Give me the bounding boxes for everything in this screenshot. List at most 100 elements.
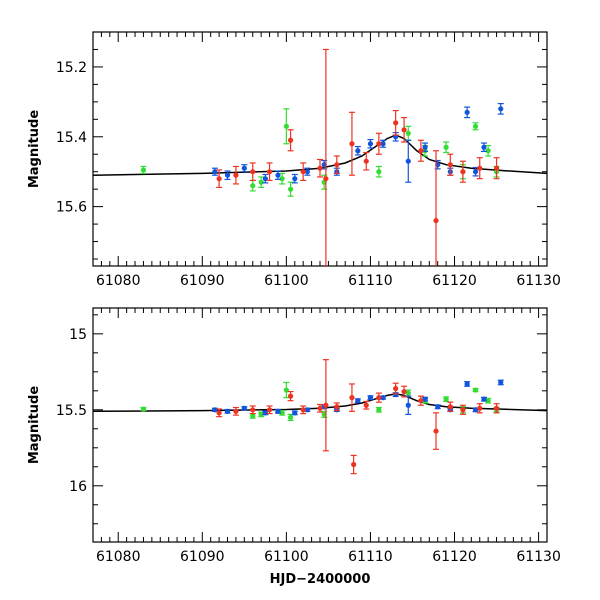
red-marker: [233, 172, 239, 178]
red-marker: [216, 410, 222, 416]
red-marker: [493, 165, 500, 171]
series-red: [216, 48, 500, 266]
red-data-point: [401, 385, 408, 398]
blue-marker: [481, 144, 487, 150]
blue-marker: [422, 144, 428, 150]
blue-data-point: [354, 398, 361, 404]
green-marker: [250, 183, 256, 189]
red-data-point: [350, 454, 357, 475]
green-data-point: [283, 108, 290, 145]
red-data-point: [459, 404, 466, 415]
blue-data-point: [380, 395, 387, 401]
blue-marker: [355, 398, 361, 404]
blue-marker: [275, 408, 281, 414]
green-marker: [140, 167, 147, 173]
green-marker: [376, 169, 382, 175]
red-data-point: [287, 390, 294, 402]
red-marker: [363, 158, 369, 164]
green-marker: [472, 387, 479, 393]
green-marker: [287, 186, 294, 192]
series-green: [140, 108, 500, 197]
green-data-point: [258, 176, 265, 189]
blue-data-point: [224, 170, 231, 180]
red-marker: [266, 407, 273, 413]
blue-marker: [241, 405, 247, 411]
red-marker: [447, 162, 453, 168]
green-marker: [443, 144, 449, 150]
blue-data-point: [274, 408, 281, 414]
green-data-point: [249, 179, 256, 192]
blue-marker: [212, 407, 218, 413]
green-marker: [287, 414, 294, 421]
green-data-point: [140, 165, 147, 175]
blue-data-point: [464, 106, 471, 119]
red-marker: [300, 169, 306, 175]
blue-marker: [367, 141, 374, 147]
green-marker: [485, 148, 491, 154]
blue-marker: [304, 169, 310, 175]
red-marker: [401, 388, 407, 395]
green-data-point: [279, 172, 286, 185]
x-tick-label: 61080: [96, 273, 141, 289]
blue-marker: [292, 410, 298, 416]
blue-marker: [241, 165, 247, 171]
red-data-point: [476, 157, 483, 180]
blue-marker: [422, 396, 428, 402]
green-data-point: [279, 409, 286, 416]
red-data-point: [322, 48, 329, 266]
blue-marker: [262, 410, 268, 416]
red-marker: [433, 217, 439, 224]
red-marker: [376, 141, 382, 147]
green-marker: [405, 390, 411, 396]
x-tick-label: 61110: [348, 273, 393, 289]
x-tick-label: 61120: [432, 273, 477, 289]
blue-marker: [464, 109, 470, 115]
blue-marker: [481, 396, 487, 402]
red-marker: [393, 385, 399, 392]
plot-frame: [92, 307, 548, 543]
blue-data-point: [480, 142, 487, 153]
red-data-point: [249, 405, 256, 415]
blue-data-point: [434, 404, 441, 410]
red-data-point: [375, 392, 382, 403]
blue-data-point: [354, 145, 361, 156]
green-marker: [250, 413, 256, 419]
red-data-point: [266, 405, 273, 415]
blue-data-point: [241, 164, 248, 173]
blue-marker: [435, 404, 441, 410]
y-tick-label: 15.5: [56, 403, 87, 419]
red-data-point: [392, 382, 399, 395]
red-marker: [401, 127, 407, 133]
series-blue: [211, 102, 504, 184]
red-data-point: [363, 151, 370, 171]
red-marker: [250, 407, 256, 413]
red-marker: [363, 402, 369, 408]
green-marker: [258, 411, 264, 417]
x-tick-label: 61090: [180, 549, 225, 565]
blue-data-point: [291, 410, 298, 416]
red-marker: [317, 405, 323, 411]
red-data-point: [348, 383, 355, 412]
red-data-point: [300, 162, 307, 182]
blue-data-point: [472, 166, 479, 177]
green-data-point: [287, 181, 294, 197]
green-data-point: [140, 406, 147, 412]
red-marker: [334, 162, 340, 168]
green-marker: [283, 123, 289, 129]
y-axis-title: Magnitude: [27, 110, 42, 189]
y-axis-title: Magnitude: [27, 386, 42, 465]
red-marker: [287, 137, 294, 143]
red-marker: [266, 169, 273, 175]
red-marker: [334, 404, 340, 410]
green-marker: [405, 130, 411, 136]
green-data-point: [485, 144, 492, 157]
blue-marker: [380, 141, 386, 147]
red-marker: [287, 393, 294, 399]
x-tick-label: 61130: [516, 273, 561, 289]
blue-data-point: [380, 139, 387, 148]
x-tick-label: 61110: [348, 549, 393, 565]
green-marker: [279, 176, 285, 182]
blue-marker: [405, 158, 411, 164]
blue-data-point: [497, 379, 504, 386]
